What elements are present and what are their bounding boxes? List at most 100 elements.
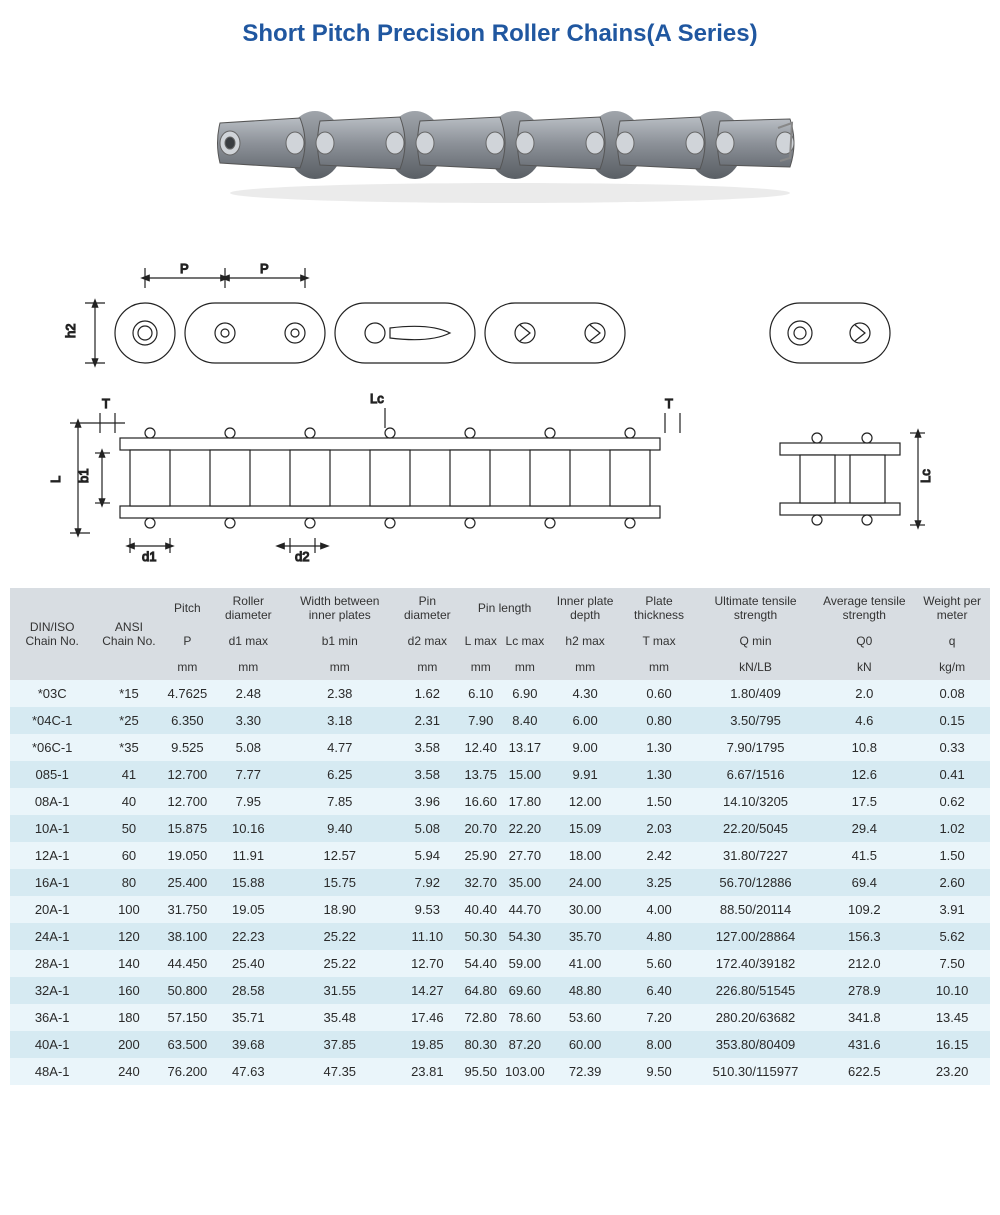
sym-Q: Q min xyxy=(697,628,815,654)
table-cell: 1.30 xyxy=(621,734,696,761)
dim-d2: d2 xyxy=(295,549,309,563)
table-cell: 36A-1 xyxy=(10,1004,94,1031)
table-cell: 4.77 xyxy=(285,734,394,761)
table-cell: 8.00 xyxy=(621,1031,696,1058)
table-cell: 431.6 xyxy=(814,1031,914,1058)
table-cell: 20A-1 xyxy=(10,896,94,923)
table-cell: 0.80 xyxy=(621,707,696,734)
table-cell: 22.20/5045 xyxy=(697,815,815,842)
table-cell: 278.9 xyxy=(814,977,914,1004)
table-cell: 7.77 xyxy=(211,761,285,788)
table-cell: 7.85 xyxy=(285,788,394,815)
table-cell: 31.55 xyxy=(285,977,394,1004)
sym-d2: d2 max xyxy=(394,628,460,654)
table-cell: 18.90 xyxy=(285,896,394,923)
table-cell: 12.70 xyxy=(394,950,460,977)
table-row: 12A-16019.05011.9112.575.9425.9027.7018.… xyxy=(10,842,990,869)
table-cell: 200 xyxy=(94,1031,163,1058)
table-cell: 88.50/20114 xyxy=(697,896,815,923)
table-cell: 87.20 xyxy=(501,1031,549,1058)
unit-h2: mm xyxy=(549,654,622,680)
table-cell: 2.60 xyxy=(914,869,990,896)
col-platethick: Plate thickness xyxy=(621,588,696,628)
table-cell: 48.80 xyxy=(549,977,622,1004)
table-cell: 76.200 xyxy=(164,1058,212,1085)
dim-L: L xyxy=(48,476,63,483)
table-cell: 38.100 xyxy=(164,923,212,950)
table-cell: 156.3 xyxy=(814,923,914,950)
table-cell: 3.96 xyxy=(394,788,460,815)
col-weight: Weight per meter xyxy=(914,588,990,628)
dim-h2: h2 xyxy=(63,324,78,338)
table-cell: 1.50 xyxy=(621,788,696,815)
table-cell: *35 xyxy=(94,734,163,761)
table-row: 28A-114044.45025.4025.2212.7054.4059.004… xyxy=(10,950,990,977)
sym-p: P xyxy=(164,628,212,654)
table-cell: 3.58 xyxy=(394,734,460,761)
table-cell: 19.05 xyxy=(211,896,285,923)
table-cell: 40A-1 xyxy=(10,1031,94,1058)
unit-d1: mm xyxy=(211,654,285,680)
table-row: 10A-15015.87510.169.405.0820.7022.2015.0… xyxy=(10,815,990,842)
dim-Lc2: Lc xyxy=(918,469,933,483)
table-cell: 35.48 xyxy=(285,1004,394,1031)
table-cell: 15.875 xyxy=(164,815,212,842)
table-cell: 32.70 xyxy=(460,869,501,896)
col-diniso: DIN/ISO Chain No. xyxy=(10,588,94,680)
table-cell: 3.91 xyxy=(914,896,990,923)
table-cell: 3.58 xyxy=(394,761,460,788)
table-cell: 64.80 xyxy=(460,977,501,1004)
table-cell: 60.00 xyxy=(549,1031,622,1058)
table-cell: 6.25 xyxy=(285,761,394,788)
table-cell: 16A-1 xyxy=(10,869,94,896)
table-cell: 9.91 xyxy=(549,761,622,788)
dim-d1: d1 xyxy=(142,549,156,563)
table-cell: 4.7625 xyxy=(164,680,212,707)
table-cell: 31.750 xyxy=(164,896,212,923)
table-cell: 39.68 xyxy=(211,1031,285,1058)
table-cell: 29.4 xyxy=(814,815,914,842)
table-cell: 17.46 xyxy=(394,1004,460,1031)
table-cell: 15.00 xyxy=(501,761,549,788)
table-cell: 25.40 xyxy=(211,950,285,977)
table-cell: 16.15 xyxy=(914,1031,990,1058)
table-cell: 6.67/1516 xyxy=(697,761,815,788)
table-cell: 2.38 xyxy=(285,680,394,707)
sym-L: L max xyxy=(460,628,501,654)
table-cell: *03C xyxy=(10,680,94,707)
table-cell: 35.00 xyxy=(501,869,549,896)
table-cell: 17.5 xyxy=(814,788,914,815)
dim-Lc1: Lc xyxy=(370,391,384,406)
spec-table: DIN/ISO Chain No. ANSI Chain No. Pitch R… xyxy=(10,588,990,1085)
table-cell: 9.525 xyxy=(164,734,212,761)
table-cell: 50.800 xyxy=(164,977,212,1004)
table-cell: 50 xyxy=(94,815,163,842)
table-cell: 11.91 xyxy=(211,842,285,869)
table-cell: 3.25 xyxy=(621,869,696,896)
unit-q: kg/m xyxy=(914,654,990,680)
col-platedepth: Inner plate depth xyxy=(549,588,622,628)
unit-L: mm xyxy=(460,654,501,680)
table-cell: 103.00 xyxy=(501,1058,549,1085)
table-cell: 4.30 xyxy=(549,680,622,707)
table-cell: 7.92 xyxy=(394,869,460,896)
table-cell: 226.80/51545 xyxy=(697,977,815,1004)
table-cell: 1.50 xyxy=(914,842,990,869)
table-cell: *15 xyxy=(94,680,163,707)
table-cell: 10.10 xyxy=(914,977,990,1004)
table-row: 20A-110031.75019.0518.909.5340.4044.7030… xyxy=(10,896,990,923)
table-cell: 25.400 xyxy=(164,869,212,896)
table-cell: 35.70 xyxy=(549,923,622,950)
table-cell: 47.35 xyxy=(285,1058,394,1085)
table-cell: 7.95 xyxy=(211,788,285,815)
table-cell: 7.90/1795 xyxy=(697,734,815,761)
sym-q: q xyxy=(914,628,990,654)
table-cell: 57.150 xyxy=(164,1004,212,1031)
table-cell: 2.48 xyxy=(211,680,285,707)
unit-Q0: kN xyxy=(814,654,914,680)
table-cell: 2.31 xyxy=(394,707,460,734)
col-ultimate: Ultimate tensile strength xyxy=(697,588,815,628)
table-cell: 127.00/28864 xyxy=(697,923,815,950)
table-cell: 10A-1 xyxy=(10,815,94,842)
table-cell: 37.85 xyxy=(285,1031,394,1058)
